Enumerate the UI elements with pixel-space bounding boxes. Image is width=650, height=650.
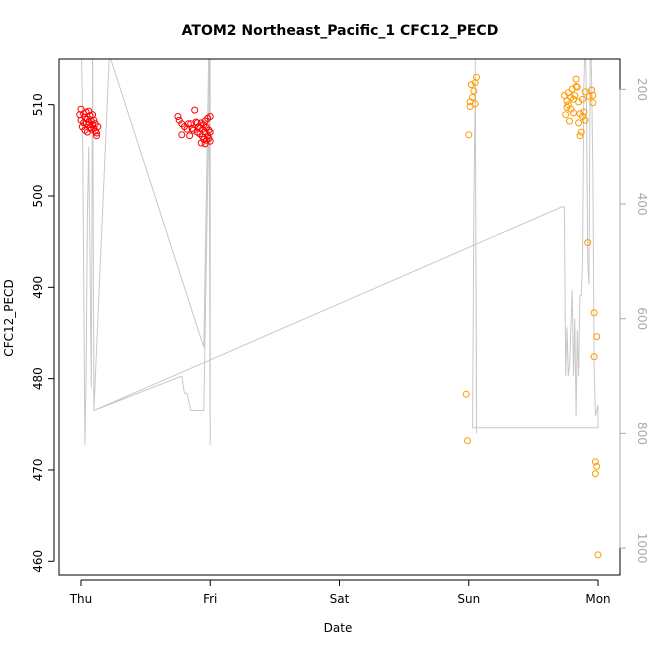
data-point — [575, 119, 583, 127]
data-point — [206, 113, 214, 120]
data-point — [571, 92, 579, 99]
y-tick-label: 490 — [31, 276, 45, 299]
data-point — [591, 458, 599, 466]
data-point — [189, 126, 197, 134]
data-point — [186, 132, 194, 140]
data-point — [572, 75, 580, 83]
data-point — [579, 95, 586, 103]
y2-tick-label: 200 — [635, 78, 649, 101]
data-point — [584, 239, 592, 247]
data-point — [174, 113, 182, 120]
data-point — [193, 119, 201, 127]
data-point — [581, 88, 589, 96]
y2-tick-label: 400 — [635, 193, 649, 216]
data-point — [82, 108, 90, 116]
data-point — [93, 132, 100, 140]
data-point — [566, 117, 574, 125]
data-point — [593, 462, 601, 470]
data-point — [178, 131, 186, 139]
data-point — [576, 132, 584, 140]
data-point — [590, 353, 598, 361]
data-point — [467, 81, 475, 89]
x-tick-label: Sat — [330, 592, 350, 606]
data-point — [471, 100, 479, 108]
x-tick-label: Sun — [457, 592, 480, 606]
data-point — [201, 140, 209, 148]
data-point — [76, 111, 84, 119]
y-tick-label: 470 — [31, 459, 45, 482]
data-point — [90, 116, 98, 124]
data-point — [562, 111, 570, 119]
x-tick-label: Mon — [585, 592, 610, 606]
data-point — [580, 108, 588, 116]
depth-profile-line — [81, 59, 599, 445]
x-tick-label: Fri — [203, 592, 217, 606]
data-point — [462, 390, 470, 398]
data-point — [581, 116, 589, 124]
data-point — [473, 73, 480, 81]
data-point — [196, 124, 204, 132]
data-point — [184, 120, 192, 128]
data-point — [94, 123, 102, 131]
data-point — [206, 128, 214, 136]
data-point — [577, 128, 585, 136]
data-point — [191, 106, 199, 114]
data-point — [573, 83, 581, 91]
data-point — [188, 124, 196, 132]
x-axis-label: Date — [324, 621, 353, 635]
data-point — [464, 437, 471, 445]
data-point — [469, 93, 477, 101]
y-tick-label: 460 — [31, 550, 45, 573]
data-point — [593, 333, 601, 341]
data-point — [585, 92, 593, 100]
data-point — [570, 109, 577, 117]
x-tick-label: Thu — [69, 592, 93, 606]
y2-tick-label: 1000 — [635, 533, 649, 564]
y-tick-label: 500 — [31, 185, 45, 208]
data-point — [563, 97, 571, 105]
data-point — [572, 82, 580, 90]
data-point — [85, 121, 93, 129]
y2-tick-label: 800 — [635, 422, 649, 445]
data-point — [594, 551, 602, 559]
y2-tick-label: 600 — [635, 307, 649, 330]
data-point — [470, 87, 478, 95]
data-point — [465, 131, 473, 139]
data-point — [93, 129, 100, 137]
data-point — [589, 99, 597, 107]
data-point — [591, 470, 599, 478]
data-point — [589, 92, 597, 99]
plot-frame — [58, 58, 621, 576]
data-point — [205, 126, 213, 134]
y-axis-label: CFC12_PECD — [2, 279, 16, 356]
y-tick-label: 480 — [31, 367, 45, 390]
y-tick-label: 510 — [31, 93, 45, 116]
chart-title: ATOM2 Northeast_Pacific_1 CFC12_PECD — [182, 23, 499, 39]
data-point — [590, 309, 598, 317]
